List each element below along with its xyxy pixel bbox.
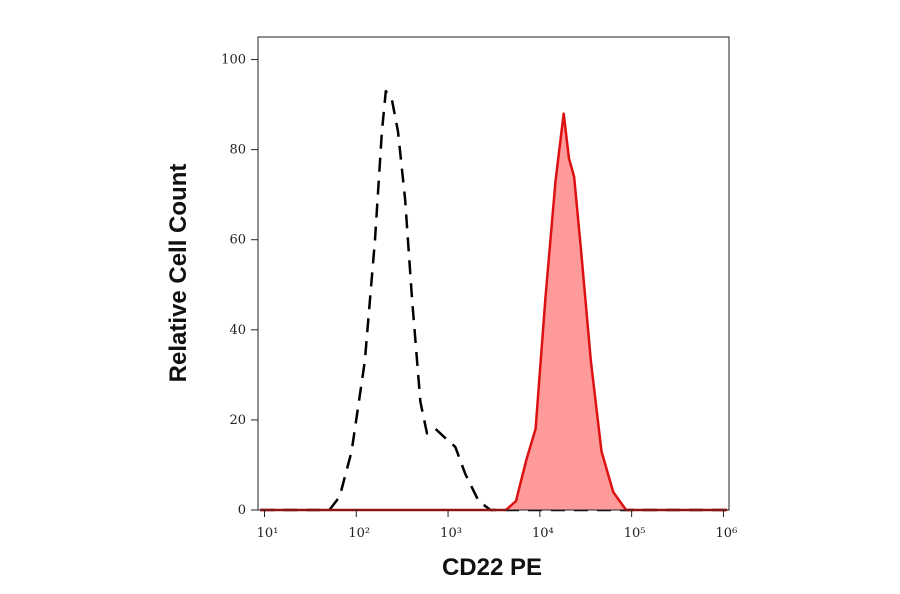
x-tick-label: 10³: [440, 526, 462, 541]
histogram-line: [260, 112, 728, 512]
y-tick-label: 60: [229, 233, 246, 248]
x-axis-title: CD22 PE: [442, 554, 542, 581]
x-tick-label: 10¹: [257, 526, 279, 541]
y-axis-title: Relative Cell Count: [165, 164, 192, 383]
y-tick-label: 20: [229, 413, 246, 428]
x-tick-label: 10²: [348, 526, 370, 541]
plot-area: 0 20 40 60 80 100 10¹ 10² 10³ 10⁴ 10⁵ 10⁶: [221, 36, 738, 541]
x-tick-label: 10⁵: [624, 526, 646, 541]
y-tick-label: 40: [229, 323, 246, 338]
histogram-line: [260, 89, 728, 512]
y-tick-label: 0: [238, 503, 246, 518]
x-tick-label: 10⁴: [532, 526, 554, 541]
plot-frame: [257, 36, 730, 511]
y-tick-label: 80: [229, 143, 246, 158]
x-tick-label: 10⁶: [716, 526, 738, 541]
y-tick-label: 100: [221, 53, 246, 68]
histogram-fill: [260, 113, 728, 510]
